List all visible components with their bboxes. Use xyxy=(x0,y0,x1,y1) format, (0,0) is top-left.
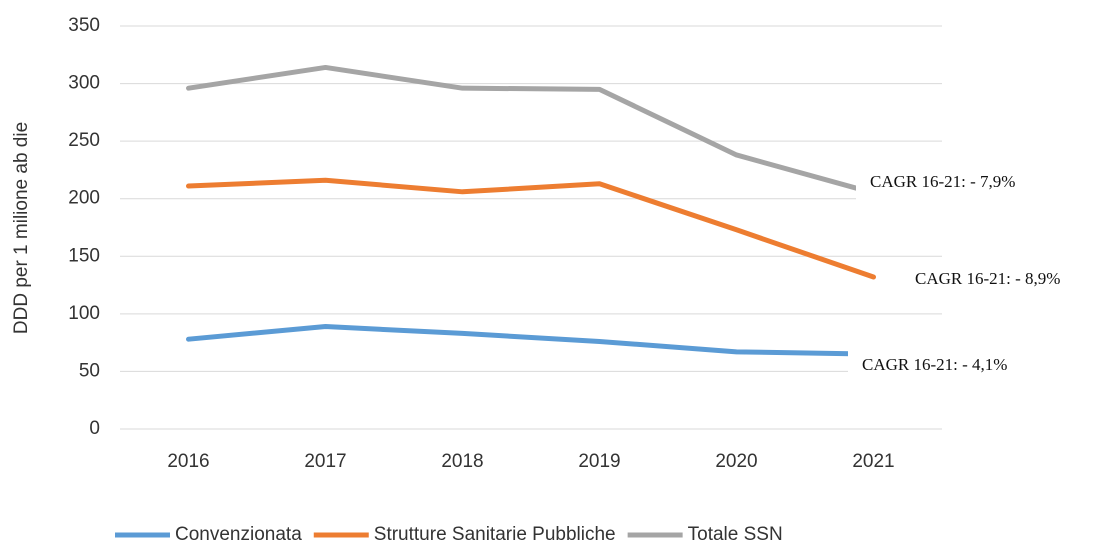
y-tick-label: 350 xyxy=(68,15,100,36)
y-tick-label: 0 xyxy=(89,418,100,439)
x-tick-label: 2017 xyxy=(304,451,346,472)
y-tick-label: 250 xyxy=(68,130,100,151)
annotation: CAGR 16-21: - 4,1% xyxy=(862,355,1007,374)
x-tick-label: 2020 xyxy=(715,451,757,472)
annotation: CAGR 16-21: - 8,9% xyxy=(915,269,1060,288)
series-line xyxy=(186,324,876,357)
legend-label: Totale SSN xyxy=(688,524,783,545)
y-tick-label: 100 xyxy=(68,303,100,324)
y-tick-label: 200 xyxy=(68,188,100,209)
y-tick-label: 50 xyxy=(79,360,100,381)
series-line xyxy=(186,64,876,196)
x-tick-label: 2019 xyxy=(578,451,620,472)
y-axis-label: DDD per 1 milione ab die xyxy=(11,122,32,334)
y-tick-label: 150 xyxy=(68,245,100,266)
annotation-background xyxy=(901,262,1098,298)
annotation: CAGR 16-21: - 7,9% xyxy=(870,172,1015,191)
annotation-background xyxy=(848,348,1048,384)
legend-label: Convenzionata xyxy=(175,524,302,545)
x-tick-label: 2021 xyxy=(852,451,894,472)
x-tick-label: 2016 xyxy=(167,451,209,472)
y-tick-label: 300 xyxy=(68,73,100,94)
legend-label: Strutture Sanitarie Pubbliche xyxy=(374,524,616,545)
annotation-background xyxy=(856,165,1056,201)
series-line xyxy=(186,177,876,280)
x-tick-label: 2018 xyxy=(441,451,483,472)
